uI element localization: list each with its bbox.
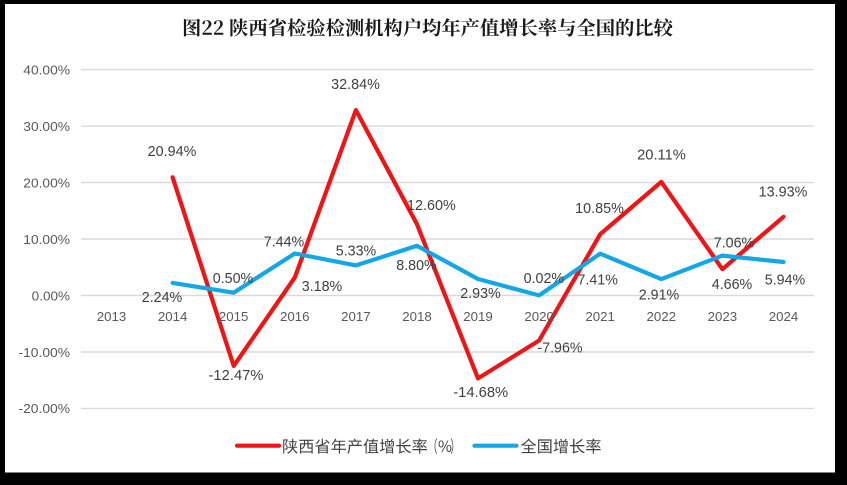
svg-text:20.94%: 20.94% (148, 143, 197, 160)
svg-text:2018: 2018 (402, 309, 432, 324)
svg-text:-7.96%: -7.96% (537, 340, 582, 357)
svg-text:2021: 2021 (585, 309, 615, 324)
svg-text:10.00%: 10.00% (23, 232, 70, 247)
svg-text:40.00%: 40.00% (23, 62, 70, 77)
svg-text:8.80%: 8.80% (396, 257, 437, 274)
svg-text:13.93%: 13.93% (759, 183, 808, 200)
svg-text:5.33%: 5.33% (336, 242, 377, 259)
svg-text:2022: 2022 (647, 309, 677, 324)
svg-text:2014: 2014 (158, 309, 188, 324)
svg-text:0.00%: 0.00% (32, 288, 71, 303)
svg-text:-10.00%: -10.00% (19, 345, 71, 360)
svg-text:0.02%: 0.02% (524, 270, 565, 287)
svg-text:2.24%: 2.24% (142, 289, 183, 306)
svg-text:2017: 2017 (341, 309, 371, 324)
svg-text:-20.00%: -20.00% (19, 401, 71, 416)
svg-text:2024: 2024 (769, 309, 799, 324)
svg-text:3.18%: 3.18% (302, 278, 343, 295)
svg-text:10.85%: 10.85% (575, 200, 624, 217)
svg-text:7.06%: 7.06% (714, 234, 755, 251)
svg-text:2.91%: 2.91% (639, 286, 680, 303)
svg-text:2016: 2016 (280, 309, 310, 324)
svg-text:-14.68%: -14.68% (453, 384, 508, 401)
svg-text:7.41%: 7.41% (577, 272, 618, 289)
svg-text:12.60%: 12.60% (407, 197, 456, 214)
svg-text:2.93%: 2.93% (460, 285, 501, 302)
svg-text:2015: 2015 (219, 309, 249, 324)
svg-text:30.00%: 30.00% (23, 119, 70, 134)
svg-text:20.00%: 20.00% (23, 175, 70, 190)
svg-text:32.84%: 32.84% (331, 76, 380, 93)
svg-text:2023: 2023 (708, 309, 738, 324)
svg-text:4.66%: 4.66% (712, 276, 753, 293)
svg-text:2019: 2019 (463, 309, 493, 324)
svg-text:5.94%: 5.94% (765, 272, 806, 289)
svg-text:7.44%: 7.44% (264, 233, 305, 250)
svg-text:20.11%: 20.11% (637, 147, 686, 164)
svg-text:0.50%: 0.50% (213, 270, 254, 287)
svg-text:2020: 2020 (524, 309, 554, 324)
svg-text:2013: 2013 (97, 309, 127, 324)
svg-text:-12.47%: -12.47% (209, 367, 264, 384)
